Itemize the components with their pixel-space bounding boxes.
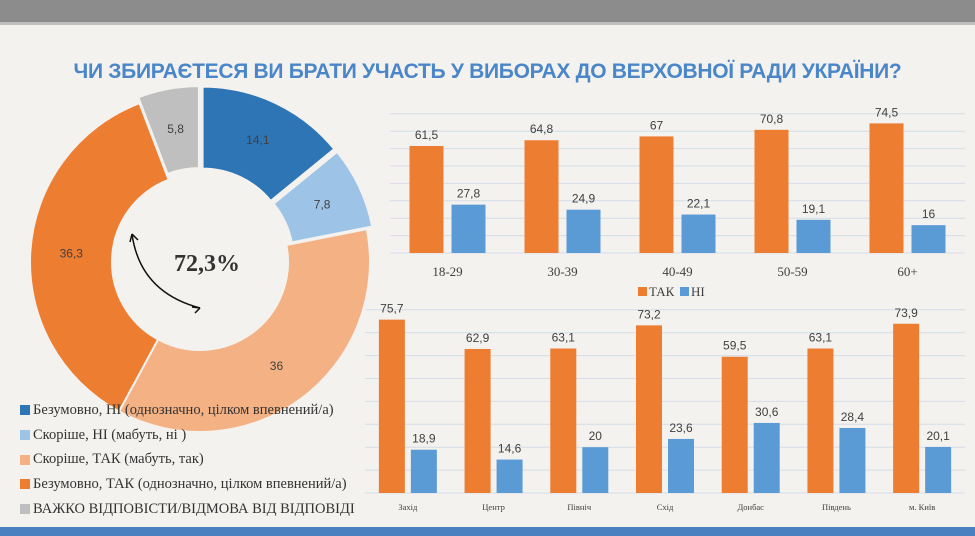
- category-label: Захід: [398, 502, 418, 512]
- legend-label: НІ: [691, 284, 705, 299]
- data-label: 23,6: [669, 421, 693, 435]
- category-label: Південь: [822, 502, 851, 512]
- bar: [550, 348, 577, 493]
- data-label: 24,9: [572, 192, 596, 206]
- bar: [925, 446, 952, 493]
- donut-slice: [29, 101, 170, 413]
- category-label: Центр: [482, 502, 505, 512]
- slice-label: 7,8: [314, 198, 331, 212]
- slice-label: 36,3: [60, 246, 84, 260]
- legend-item: Безумовно, НІ (однозначно, цілком впевне…: [20, 398, 355, 423]
- category-label: 50-59: [777, 264, 807, 279]
- data-label: 19,1: [802, 202, 826, 216]
- bar: [524, 140, 559, 253]
- bar: [893, 323, 920, 493]
- center-label: 72,3%: [174, 251, 240, 277]
- category-label: Донбас: [737, 502, 764, 512]
- bar: [410, 449, 437, 493]
- category-label: Північ: [567, 502, 591, 512]
- bar: [796, 219, 831, 253]
- legend-label: ТАК: [649, 284, 675, 299]
- arrow-icon: [131, 233, 201, 309]
- data-label: 64,8: [530, 122, 554, 136]
- slice-label: 5,8: [167, 122, 184, 136]
- bar: [464, 348, 491, 493]
- bar: [639, 136, 674, 253]
- bar: [681, 214, 716, 253]
- bar: [869, 123, 904, 254]
- legend-item: Скоріше, ТАК (мабуть, так): [20, 447, 355, 472]
- data-label: 67: [650, 118, 664, 132]
- legend-label: Безумовно, НІ (однозначно, цілком впевне…: [33, 401, 334, 418]
- data-label: 18,9: [412, 432, 436, 446]
- bar: [409, 145, 444, 253]
- data-label: 70,8: [760, 112, 784, 126]
- donut-legend: Безумовно, НІ (однозначно, цілком впевне…: [20, 398, 355, 521]
- legend-label: Скоріше, ТАК (мабуть, так): [33, 451, 204, 468]
- category-label: 30-39: [547, 264, 577, 279]
- data-label: 28,4: [841, 410, 865, 424]
- bar: [668, 438, 694, 493]
- top-bar: [0, 0, 975, 22]
- category-label: 18-29: [432, 264, 462, 279]
- data-label: 20: [589, 429, 603, 443]
- data-label: 20,1: [926, 429, 950, 443]
- data-label: 74,5: [875, 105, 899, 119]
- category-label: 60+: [897, 264, 917, 279]
- bar: [753, 422, 780, 493]
- legend-swatch: [20, 430, 30, 441]
- legend-label: Скоріше, НІ (мабуть, ні ): [33, 426, 187, 443]
- data-label: 63,1: [809, 331, 833, 345]
- data-label: 27,8: [457, 187, 481, 201]
- legend-swatch: [20, 479, 30, 490]
- bar: [582, 447, 609, 493]
- data-label: 63,1: [552, 331, 576, 345]
- slice-label: 36: [270, 359, 284, 373]
- bar: [378, 319, 405, 493]
- legend-swatch: [20, 504, 30, 515]
- legend-swatch: [20, 454, 30, 465]
- donut-slice: [137, 85, 200, 176]
- bar: [839, 427, 866, 493]
- arrowhead-icon: [129, 233, 201, 314]
- data-label: 62,9: [466, 331, 490, 345]
- legend-item: Безумовно, ТАК (однозначно, цілком впевн…: [20, 472, 355, 497]
- bar: [636, 325, 662, 493]
- legend-label: Безумовно, ТАК (однозначно, цілком впевн…: [33, 475, 347, 492]
- legend-swatch: [638, 287, 647, 296]
- data-label: 61,5: [415, 128, 439, 142]
- donut-slice: [201, 85, 336, 203]
- data-label: 30,6: [755, 405, 779, 419]
- bar: [566, 209, 601, 253]
- bar: [754, 129, 789, 253]
- bar: [496, 459, 523, 493]
- legend-label: ВАЖКО ВІДПОВІСТИ/ВІДМОВА ВІД ВІДПОВІДІ: [33, 500, 355, 517]
- data-label: 73,9: [894, 306, 918, 320]
- donut-slice: [272, 150, 374, 244]
- data-label: 16: [922, 207, 936, 221]
- bar: [911, 225, 946, 253]
- legend-swatch: [20, 405, 30, 416]
- legend-item: Скоріше, НІ (мабуть, ні ): [20, 423, 355, 448]
- page-title: ЧИ ЗБИРАЄТЕСЯ ВИ БРАТИ УЧАСТЬ У ВИБОРАХ …: [73, 60, 902, 83]
- category-label: 40-49: [662, 264, 692, 279]
- bar: [451, 204, 486, 253]
- legend-swatch: [680, 287, 689, 296]
- legend-item: ВАЖКО ВІДПОВІСТИ/ВІДМОВА ВІД ВІДПОВІДІ: [20, 497, 355, 522]
- data-label: 14,6: [498, 442, 522, 456]
- data-label: 75,7: [380, 302, 404, 316]
- top-bar-line: [0, 22, 975, 25]
- slice-label: 14,1: [246, 133, 270, 147]
- bar: [807, 348, 834, 493]
- donut-slice: [117, 227, 371, 433]
- category-label: Схід: [657, 502, 674, 512]
- category-label: м. Київ: [909, 502, 935, 512]
- data-label: 73,2: [637, 307, 661, 321]
- bar: [721, 356, 748, 493]
- data-label: 59,5: [723, 339, 747, 353]
- bottom-bar: [0, 527, 975, 536]
- data-label: 22,1: [687, 197, 711, 211]
